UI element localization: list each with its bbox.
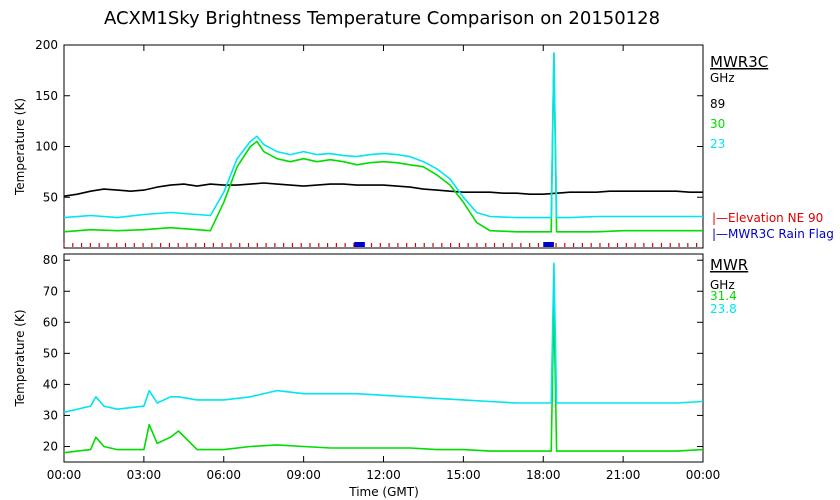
x-tick-label: 00:00 bbox=[47, 468, 82, 482]
top-flag-strip bbox=[63, 242, 698, 247]
bot-y-tick-label: 20 bbox=[43, 439, 58, 453]
x-tick-label: 00:00 bbox=[686, 468, 721, 482]
bottom-panel: 20 30 40 50 60 70 80 00:00 03:00 06:00 09:00 12:00… bbox=[13, 45, 720, 499]
rain-flag-mark bbox=[543, 242, 554, 247]
top-y-tick-label: 150 bbox=[35, 89, 58, 103]
x-tick-label: 18:00 bbox=[526, 468, 561, 482]
top-y-tick-label: 100 bbox=[35, 140, 58, 154]
bot-y-tick-label: 40 bbox=[43, 377, 58, 391]
legend-rain-flag: |—MWR3C Rain Flag bbox=[712, 227, 834, 241]
legend-rain-flag-label: MWR3C Rain Flag bbox=[728, 227, 834, 241]
top-series-line-30 bbox=[63, 52, 703, 233]
bottom-unit-label: GHz bbox=[710, 278, 735, 292]
top-plot-frame bbox=[63, 44, 704, 249]
top-y-tick-label: 200 bbox=[35, 38, 58, 52]
bot-series-line-31-4 bbox=[63, 299, 704, 454]
bot-y-tick-label: 60 bbox=[43, 315, 58, 329]
top-legend: MWR3C GHz 89 30 23 |—Elevation NE 90 |—M… bbox=[710, 53, 834, 241]
bot-series-line-23-8 bbox=[63, 262, 704, 414]
top-panel: 50 100 150 200 Temperature (K) bbox=[13, 38, 704, 249]
bot-y-tick-label: 80 bbox=[43, 253, 58, 267]
legend-elevation-flag-label: Elevation NE 90 bbox=[728, 211, 823, 225]
bottom-instrument-label: MWR bbox=[710, 256, 748, 274]
bottom-y-axis: 20 30 40 50 60 70 80 bbox=[43, 253, 703, 453]
bottom-series-group bbox=[63, 262, 704, 454]
top-series-group bbox=[63, 52, 703, 233]
x-tick-label: 12:00 bbox=[366, 468, 401, 482]
top-series-line-23 bbox=[63, 52, 703, 219]
legend-23-8: 23.8 bbox=[710, 302, 737, 316]
top-y-axis: 50 100 150 200 bbox=[35, 38, 703, 204]
bot-y-tick-label: 30 bbox=[43, 408, 58, 422]
top-instrument-label: MWR3C bbox=[710, 53, 768, 71]
top-y-axis-label: Temperature (K) bbox=[13, 98, 27, 196]
bottom-plot-frame bbox=[63, 253, 704, 463]
x-tick-label: 21:00 bbox=[606, 468, 641, 482]
x-tick-label: 09:00 bbox=[286, 468, 321, 482]
legend-elevation-flag: |—Elevation NE 90 bbox=[712, 211, 823, 225]
x-tick-label: 06:00 bbox=[206, 468, 241, 482]
legend-89: 89 bbox=[710, 97, 725, 111]
x-tick-label: 15:00 bbox=[446, 468, 481, 482]
x-tick-label: 03:00 bbox=[127, 468, 162, 482]
legend-23: 23 bbox=[710, 137, 725, 151]
rain-flag-mark bbox=[354, 242, 365, 247]
legend-31-4: 31.4 bbox=[710, 289, 737, 303]
bottom-legend: MWR GHz 31.4 23.8 bbox=[710, 256, 748, 316]
top-y-tick-label: 50 bbox=[43, 190, 58, 204]
x-axis-label: Time (GMT) bbox=[348, 485, 419, 499]
legend-30: 30 bbox=[710, 117, 725, 131]
x-axis: 00:00 03:00 06:00 09:00 12:00 15:00 18:00 21:00… bbox=[47, 45, 721, 482]
bot-y-tick-label: 70 bbox=[43, 284, 58, 298]
bot-y-tick-label: 50 bbox=[43, 346, 58, 360]
chart-title: ACXM1Sky Brightness Temperature Comparis… bbox=[104, 8, 660, 29]
bottom-y-axis-label: Temperature (K) bbox=[13, 309, 27, 407]
top-unit-label: GHz bbox=[710, 71, 735, 85]
top-series-line-89 bbox=[63, 182, 703, 197]
